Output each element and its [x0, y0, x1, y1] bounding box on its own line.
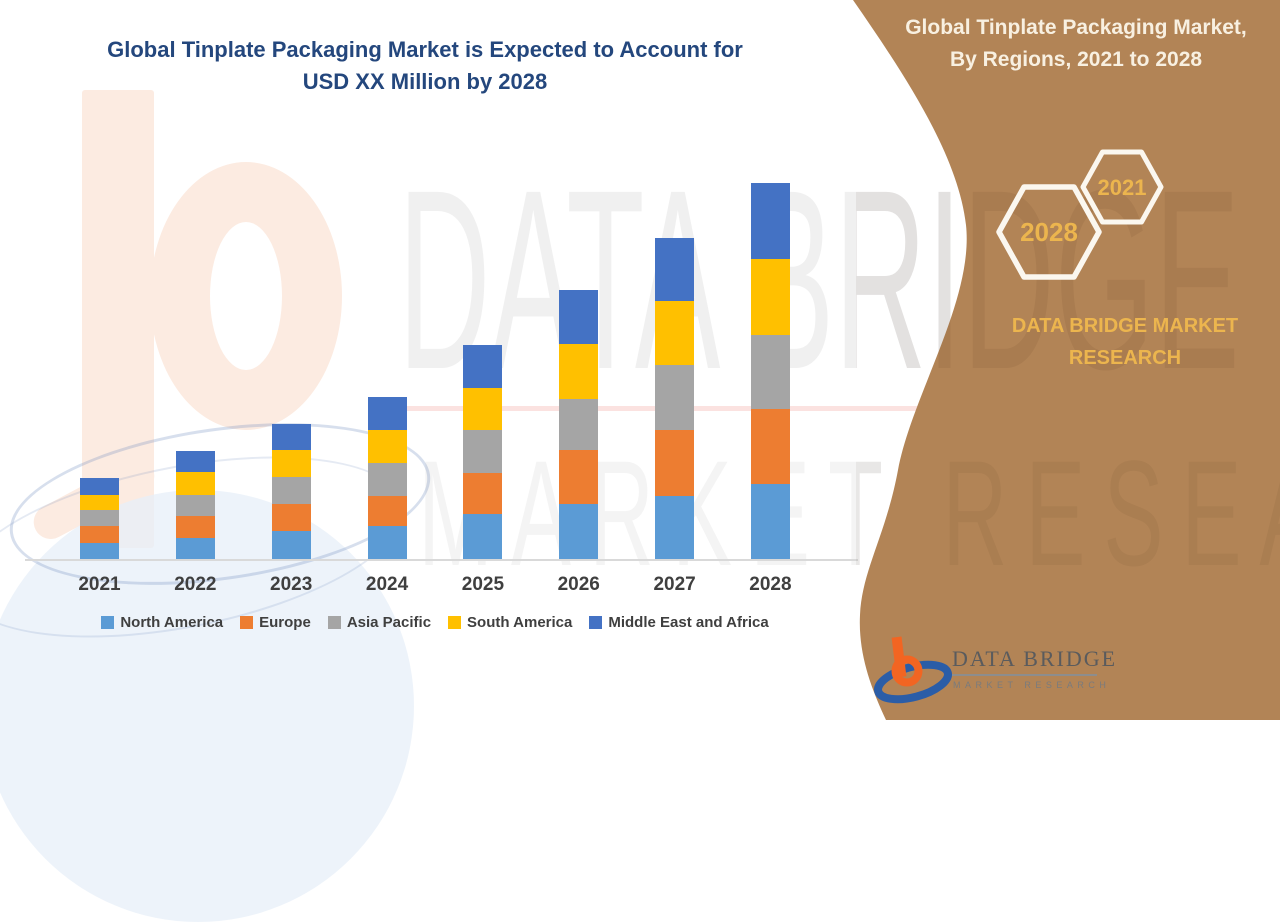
bar-segment-2027-north-america: [655, 496, 695, 559]
x-axis-line: [25, 559, 858, 561]
legend-label: South America: [467, 614, 573, 631]
bar-segment-2025-middle-east-and-africa: [463, 345, 503, 388]
x-axis-label-2028: 2028: [749, 574, 792, 595]
bar-segment-2024-middle-east-and-africa: [367, 397, 407, 430]
hexagon-2028-label: 2028: [1020, 217, 1078, 247]
bar-segment-2026-asia-pacific: [559, 399, 599, 450]
bar-segment-2025-north-america: [463, 514, 503, 559]
x-axis-label-2025: 2025: [461, 574, 505, 595]
bar-segment-2025-europe: [463, 473, 503, 514]
bar-segment-2022-south-america: [175, 472, 215, 495]
x-axis-label-2026: 2026: [557, 574, 600, 595]
bar-segment-2026-south-america: [559, 344, 599, 399]
legend-swatch-icon: [589, 616, 603, 629]
bar-segment-2027-south-america: [655, 301, 695, 365]
bar-segment-2026-europe: [559, 450, 599, 504]
stacked-bar-2027: [655, 238, 695, 559]
stacked-bar-2028: [750, 183, 790, 559]
bar-segment-2027-asia-pacific: [655, 365, 695, 430]
bar-segment-2027-middle-east-and-africa: [655, 238, 695, 301]
bar-segment-2028-middle-east-and-africa: [750, 183, 790, 259]
sidebar: Global Tinplate Packaging Market, By Reg…: [874, 12, 1272, 704]
legend-item-middle-east-and-africa: Middle East and Africa: [589, 614, 769, 631]
brand-text: DATA BRIDGE MARKET RESEARCH: [1011, 315, 1239, 369]
bar-segment-2028-north-america: [750, 484, 790, 559]
stacked-bar-2026: [559, 290, 599, 559]
bar-segment-2026-north-america: [559, 504, 599, 559]
chart-title-line1: Global Tinplate Packaging Market is Expe…: [107, 37, 743, 62]
x-axis-label-2027: 2027: [653, 574, 696, 595]
stacked-bar-2025: [463, 345, 503, 559]
legend-label: Middle East and Africa: [608, 614, 769, 631]
legend-item-south-america: South America: [448, 614, 572, 631]
year-hexagons: 2028 2021: [996, 149, 1164, 280]
bar-segment-2025-south-america: [463, 388, 503, 430]
chart-title-line2: USD XX Million by 2028: [302, 68, 548, 94]
bar-segment-2025-asia-pacific: [463, 430, 503, 473]
sidebar-title: Global Tinplate Packaging Market, By Reg…: [880, 12, 1272, 75]
bar-segment-2023-south-america: [271, 450, 311, 477]
legend-swatch-icon: [448, 616, 462, 629]
bar-segment-2022-middle-east-and-africa: [175, 451, 215, 472]
bar-segment-2027-europe: [655, 430, 695, 496]
bar-segment-2028-asia-pacific: [750, 335, 790, 409]
sidebar-title-line2: By Regions, 2021 to 2028: [949, 47, 1203, 71]
bar-segment-2026-middle-east-and-africa: [559, 290, 599, 344]
hexagon-2021-label: 2021: [1098, 175, 1147, 200]
bar-segment-2028-south-america: [750, 259, 790, 335]
bar-segment-2028-europe: [750, 409, 790, 484]
logo-underline: [952, 674, 1097, 676]
sidebar-title-line1: Global Tinplate Packaging Market,: [905, 16, 1247, 39]
logo-wordmark: DATA BRIDGE: [952, 646, 1118, 671]
chart-title: Global Tinplate Packaging Market is Expe…: [30, 34, 820, 98]
logo-tagline: MARKET RESEARCH: [953, 680, 1111, 690]
bar-segment-2024-south-america: [367, 430, 407, 463]
